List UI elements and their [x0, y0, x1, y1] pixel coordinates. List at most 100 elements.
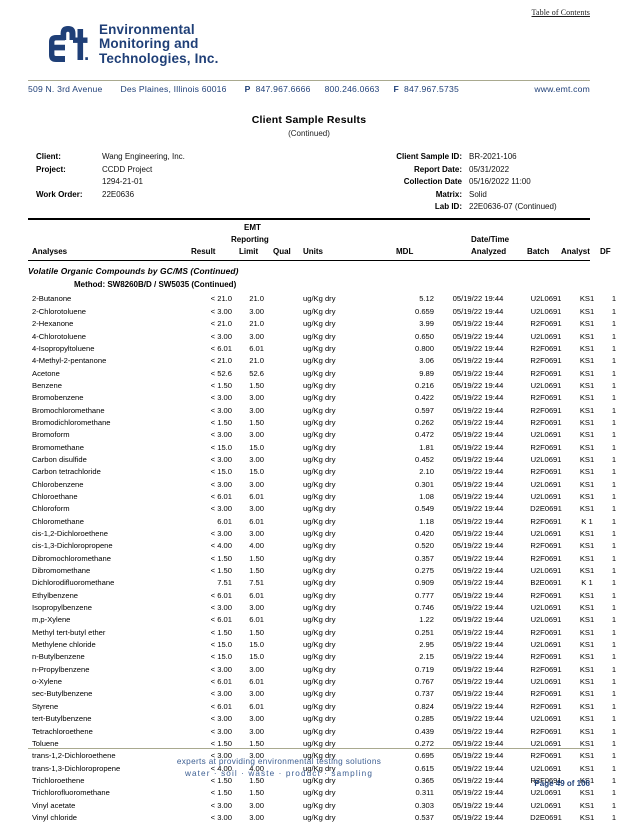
cell-batch: U2L0691: [530, 479, 562, 489]
letterhead-divider: [28, 80, 590, 81]
cell-df: 1: [611, 380, 617, 390]
cell-mdl: 0.452: [414, 454, 434, 464]
cell-batch: R2F0691: [530, 417, 562, 427]
cell-df: 1: [611, 800, 617, 810]
cell-analyte: Bromobenzene: [32, 393, 84, 403]
cell-date-analyzed: 05/19/22 19:44: [452, 566, 504, 576]
cell-batch: R2F0691: [530, 751, 562, 761]
cell-mdl: 0.549: [414, 504, 434, 514]
cell-units: ug/Kg dry: [303, 751, 336, 761]
cell-qual: [274, 676, 300, 688]
table-row: n-Propylbenzene < 3.00 3.00 ug/Kg dry 0.719 0…: [28, 664, 618, 676]
cell-date-analyzed: 05/19/22 19:44: [452, 800, 504, 810]
cell-result: < 3.00: [210, 504, 232, 514]
cell-reporting-limit: 7.51: [249, 578, 264, 588]
cell-units: ug/Kg dry: [303, 529, 336, 539]
cell-df: 1: [611, 590, 617, 600]
cell-reporting-limit: 1.50: [249, 775, 264, 785]
table-of-contents-link[interactable]: Table of Contents: [531, 8, 590, 17]
cell-mdl: 1.22: [419, 615, 434, 625]
cell-analyst: KS1: [579, 294, 595, 304]
cell-qual: [274, 355, 300, 367]
table-row: Dibromochloromethane < 1.50 1.50 ug/Kg dry 0…: [28, 553, 618, 565]
cell-result: < 1.50: [210, 738, 232, 748]
cell-units: ug/Kg dry: [303, 294, 336, 304]
cell-mdl: 0.597: [414, 405, 434, 415]
cell-result: < 1.50: [210, 788, 232, 798]
table-row: m,p-Xylene < 6.01 6.01 ug/Kg dry 1.22 05/19/2…: [28, 614, 618, 626]
cell-analyte: Dibromomethane: [32, 566, 91, 576]
cell-analyte: cis-1,3-Dichloropropene: [32, 541, 113, 551]
cell-reporting-limit: 21.0: [249, 319, 264, 329]
cell-analyst: KS1: [579, 566, 595, 576]
cell-units: ug/Kg dry: [303, 763, 336, 773]
cell-batch: U2L0691: [530, 677, 562, 687]
cell-result: 7.51: [217, 578, 232, 588]
table-row: Benzene < 1.50 1.50 ug/Kg dry 0.216 05/19/22 …: [28, 380, 618, 392]
cell-units: ug/Kg dry: [303, 664, 336, 674]
cell-analyte: Isopropylbenzene: [32, 603, 92, 613]
cell-df: 1: [611, 578, 617, 588]
info-value: 22E0636-07 (Continued): [469, 202, 557, 212]
table-row: Styrene < 6.01 6.01 ug/Kg dry 0.824 05/19/22 …: [28, 701, 618, 713]
cell-result: < 3.00: [210, 454, 232, 464]
cell-qual: [274, 442, 300, 454]
cell-mdl: 0.650: [414, 331, 434, 341]
sample-info-right: Client Sample ID: BR-2021-106 Report Dat…: [358, 151, 590, 214]
cell-units: ug/Kg dry: [303, 491, 336, 501]
header-analyses: Analyses: [32, 246, 68, 256]
cell-analyst: K 1: [581, 578, 593, 588]
cell-analyte: tert-Butylbenzene: [32, 714, 92, 724]
cell-analyst: KS1: [579, 393, 595, 403]
cell-batch: R2F0691: [530, 726, 562, 736]
header-batch: Batch: [527, 246, 550, 256]
cell-qual: [274, 627, 300, 639]
cell-units: ug/Kg dry: [303, 343, 336, 353]
header-result: Result: [191, 246, 216, 256]
cell-date-analyzed: 05/19/22 19:44: [452, 714, 504, 724]
cell-units: ug/Kg dry: [303, 380, 336, 390]
cell-units: ug/Kg dry: [303, 356, 336, 366]
cell-units: ug/Kg dry: [303, 800, 336, 810]
cell-analyte: Carbon disulfide: [32, 454, 87, 464]
cell-mdl: 0.303: [414, 800, 434, 810]
cell-mdl: 0.311: [415, 788, 434, 798]
cell-df: 1: [611, 664, 617, 674]
cell-reporting-limit: 4.00: [249, 541, 264, 551]
cell-analyst: KS1: [579, 343, 595, 353]
cell-result: < 3.00: [210, 603, 232, 613]
cell-qual: [274, 800, 300, 812]
table-row: 4-Isopropyltoluene < 6.01 6.01 ug/Kg dry 0.8…: [28, 343, 618, 355]
cell-qual: [274, 331, 300, 343]
cell-df: 1: [611, 319, 617, 329]
cell-analyte: 4-Methyl-2-pentanone: [32, 356, 107, 366]
cell-units: ug/Kg dry: [303, 615, 336, 625]
cell-date-analyzed: 05/19/22 19:44: [452, 590, 504, 600]
cell-analyte: Chloroethane: [32, 491, 78, 501]
cell-batch: R2F0691: [530, 689, 562, 699]
table-row: Bromoform < 3.00 3.00 ug/Kg dry 0.472 05/19/2…: [28, 429, 618, 441]
cell-df: 1: [611, 677, 617, 687]
info-value: Wang Engineering, Inc.: [102, 152, 185, 161]
cell-batch: U2L0691: [530, 788, 562, 798]
cell-date-analyzed: 05/19/22 19:44: [452, 405, 504, 415]
table-row: 2-Hexanone < 21.0 21.0 ug/Kg dry 3.99 05/19/2…: [28, 318, 618, 330]
cell-qual: [274, 590, 300, 602]
table-row: Carbon disulfide < 3.00 3.00 ug/Kg dry 0.452…: [28, 454, 618, 466]
cell-analyte: Methylene chloride: [32, 640, 96, 650]
cell-qual: [274, 293, 300, 305]
website-link[interactable]: www.emt.com: [534, 84, 590, 94]
cell-units: ug/Kg dry: [303, 714, 336, 724]
cell-mdl: 0.767: [414, 677, 434, 687]
cell-df: 1: [611, 566, 617, 576]
cell-mdl: 0.357: [414, 553, 434, 563]
cell-units: ug/Kg dry: [303, 417, 336, 427]
cell-result: < 21.0: [210, 319, 232, 329]
cell-units: ug/Kg dry: [303, 393, 336, 403]
cell-reporting-limit: 6.01: [249, 343, 264, 353]
cell-analyte: trans-1,3-Dichloropropene: [32, 763, 121, 773]
cell-reporting-limit: 6.01: [249, 590, 264, 600]
company-name-line-2: Monitoring and: [99, 36, 199, 52]
info-row-lab-id: Lab ID: 22E0636-07 (Continued): [358, 201, 590, 214]
cell-batch: R2F0691: [530, 467, 562, 477]
